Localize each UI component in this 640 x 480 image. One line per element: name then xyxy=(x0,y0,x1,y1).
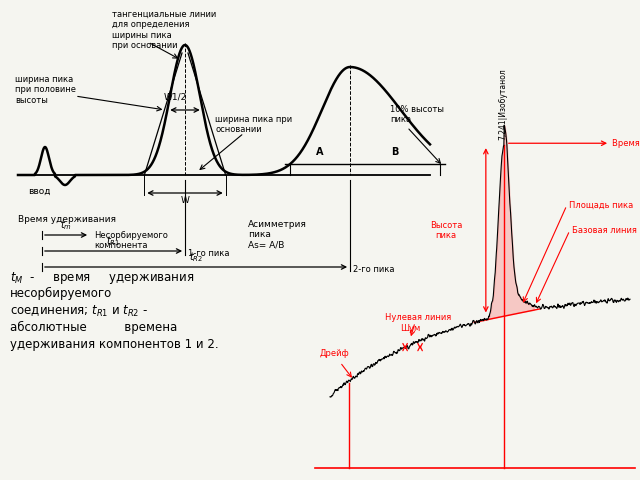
Text: A: A xyxy=(316,147,324,157)
Text: Время удерживания: Время удерживания xyxy=(18,215,116,224)
Text: Шум: Шум xyxy=(400,324,420,333)
Text: W1/2: W1/2 xyxy=(163,93,187,102)
Text: $t_{R2}$: $t_{R2}$ xyxy=(189,250,203,264)
Text: абсолютные          времена: абсолютные времена xyxy=(10,321,177,334)
Text: Высота
пика: Высота пика xyxy=(429,221,462,240)
Text: ввод: ввод xyxy=(28,187,51,196)
Text: Базовая линия: Базовая линия xyxy=(572,226,637,235)
Text: ширина пика при
основании: ширина пика при основании xyxy=(215,115,292,134)
Text: удерживания компонентов 1 и 2.: удерживания компонентов 1 и 2. xyxy=(10,338,219,351)
Text: $t_M$  -     время     удерживания: $t_M$ - время удерживания xyxy=(10,270,194,286)
Text: Дрейф: Дрейф xyxy=(320,349,349,358)
Text: несорбируемого: несорбируемого xyxy=(10,287,112,300)
Text: $t_m$: $t_m$ xyxy=(60,218,72,232)
Text: 10% высоты
пика: 10% высоты пика xyxy=(390,105,444,124)
Text: $t_{R1}$: $t_{R1}$ xyxy=(106,234,120,248)
Text: 1-го пика: 1-го пика xyxy=(188,249,230,258)
Text: W: W xyxy=(180,196,189,205)
Text: 2-го пика: 2-го пика xyxy=(353,265,394,274)
Text: 7,241|Изобутанол: 7,241|Изобутанол xyxy=(498,69,507,140)
Text: тангенциальные линии
для определения
ширины пика
при основании: тангенциальные линии для определения шир… xyxy=(112,10,216,50)
Text: соединения; $t_{R1}$ и $t_{R2}$ -: соединения; $t_{R1}$ и $t_{R2}$ - xyxy=(10,304,148,319)
Text: Асимметрия
пика
As= A/B: Асимметрия пика As= A/B xyxy=(248,220,307,250)
Text: ширина пика
при половине
высоты: ширина пика при половине высоты xyxy=(15,75,76,105)
Text: B: B xyxy=(392,147,399,157)
Text: Нулевая линия: Нулевая линия xyxy=(385,313,451,322)
Text: Несорбируемого
компонента: Несорбируемого компонента xyxy=(94,231,168,251)
Text: Площадь пика: Площадь пика xyxy=(569,201,633,210)
Text: Время удерживания: Время удерживания xyxy=(612,139,640,148)
